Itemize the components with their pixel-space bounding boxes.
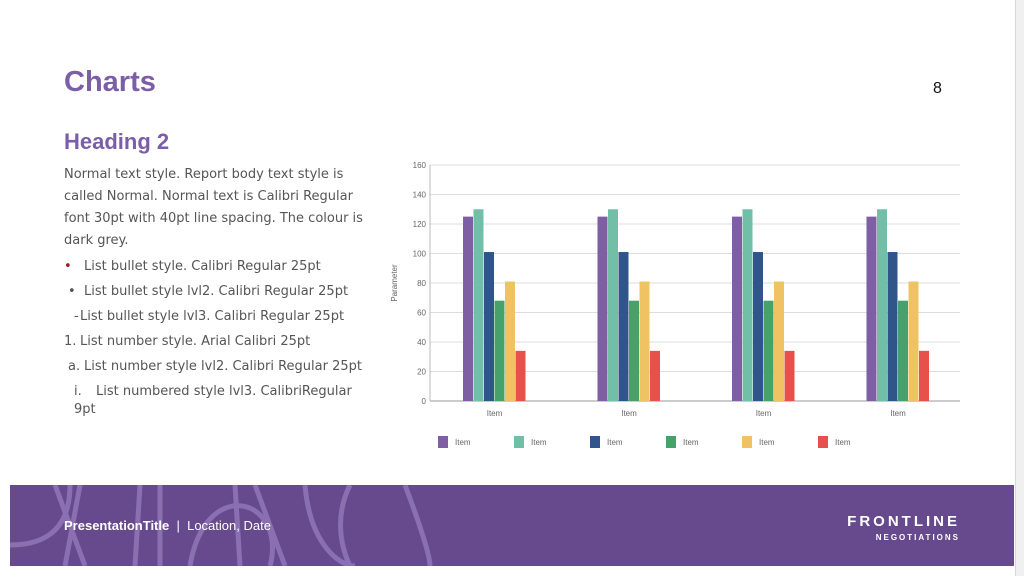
legend-label: Item xyxy=(835,438,851,447)
y-tick-label: 140 xyxy=(413,191,427,200)
y-tick-label: 120 xyxy=(413,220,427,229)
bar xyxy=(505,281,515,401)
legend-swatch xyxy=(666,436,676,448)
presentation-title: PresentationTitle xyxy=(64,518,170,533)
bar xyxy=(597,216,608,401)
bar xyxy=(515,350,526,401)
window-edge xyxy=(1015,0,1024,576)
bar xyxy=(608,209,618,401)
list-item: -List bullet style lvl3. Calibri Regular… xyxy=(64,308,374,333)
bar xyxy=(908,281,919,401)
x-tick-label: Item xyxy=(890,409,906,418)
bar xyxy=(639,281,650,401)
y-axis-label: Parameter xyxy=(390,264,399,302)
list-marker: • xyxy=(64,259,72,274)
bar xyxy=(877,209,887,401)
footer-text: PresentationTitle | Location, Date xyxy=(64,518,271,533)
body-text: Normal text style. Report body text styl… xyxy=(64,167,363,248)
list-marker: • xyxy=(68,284,76,299)
list-item: i. List numbered style lvl3. CalibriRegul… xyxy=(64,383,374,423)
list-marker: 1. xyxy=(64,334,77,349)
bar xyxy=(732,216,742,401)
bar xyxy=(887,252,898,401)
legend-swatch xyxy=(818,436,828,448)
list-marker: i. xyxy=(74,384,82,399)
bar xyxy=(618,252,629,401)
bar xyxy=(774,281,784,401)
bar xyxy=(473,209,484,401)
bar xyxy=(753,252,763,401)
list-item: • List bullet style. Calibri Regular 25pt xyxy=(64,258,374,283)
legend-label: Item xyxy=(607,438,623,447)
y-tick-label: 100 xyxy=(413,250,427,259)
logo-frontline: FRONTLINE xyxy=(847,513,960,530)
y-tick-label: 60 xyxy=(417,309,426,318)
list-text: List bullet style lvl2. Calibri Regular … xyxy=(84,284,349,299)
list-marker: a. xyxy=(68,359,81,374)
legend-swatch xyxy=(590,436,600,448)
x-tick-label: Item xyxy=(621,409,637,418)
x-tick-label: Item xyxy=(487,409,503,418)
bar xyxy=(629,300,639,401)
list-text: List numbered style lvl3. CalibriRegular… xyxy=(74,384,352,417)
legend-label: Item xyxy=(455,438,471,447)
bullet-list: • List bullet style. Calibri Regular 25pt… xyxy=(64,258,374,423)
list-item: • List bullet style lvl2. Calibri Regular… xyxy=(64,283,374,308)
bar xyxy=(866,216,877,401)
bar xyxy=(650,350,660,401)
heading-2: Heading 2 xyxy=(64,129,170,154)
legend-label: Item xyxy=(759,438,775,447)
bar xyxy=(919,350,929,401)
bar xyxy=(494,300,505,401)
list-text: List number style lvl2. Calibri Regular … xyxy=(84,359,362,374)
legend-swatch xyxy=(438,436,448,448)
list-item: a. List number style lvl2. Calibri Regula… xyxy=(64,358,374,383)
list-text: List number style. Arial Calibri 25pt xyxy=(80,334,311,349)
legend-swatch xyxy=(742,436,752,448)
legend-label: Item xyxy=(683,438,699,447)
bar xyxy=(763,300,774,401)
slide-title: Charts xyxy=(64,66,156,98)
decorative-lines xyxy=(10,485,433,566)
bar xyxy=(784,350,795,401)
legend-label: Item xyxy=(531,438,547,447)
y-tick-label: 160 xyxy=(413,161,427,170)
x-tick-label: Item xyxy=(756,409,772,418)
page-number: 8 xyxy=(933,80,942,97)
list-text: List bullet style. Calibri Regular 25pt xyxy=(84,259,321,274)
bar xyxy=(484,252,494,401)
y-tick-label: 20 xyxy=(417,368,426,377)
y-tick-label: 40 xyxy=(417,338,426,347)
bar xyxy=(463,216,473,401)
list-text: List bullet style lvl3. Calibri Regular … xyxy=(80,309,345,324)
location-date: Location, Date xyxy=(187,518,271,533)
bar xyxy=(742,209,753,401)
bar xyxy=(898,300,908,401)
bar-chart: 0 20 40 60 80 100 120 140 160 Parameter Item Item It… xyxy=(390,161,960,448)
footer-band: PresentationTitle | Location, Date FRONT… xyxy=(10,485,1014,566)
y-tick-label: 80 xyxy=(417,279,426,288)
separator: | xyxy=(176,518,180,533)
y-tick-label: 0 xyxy=(422,397,427,406)
logo-negotiations: NEGOTIATIONS xyxy=(875,533,960,542)
list-marker: - xyxy=(74,309,79,324)
legend-swatch xyxy=(514,436,524,448)
list-item: 1. List number style. Arial Calibri 25pt xyxy=(64,333,374,358)
